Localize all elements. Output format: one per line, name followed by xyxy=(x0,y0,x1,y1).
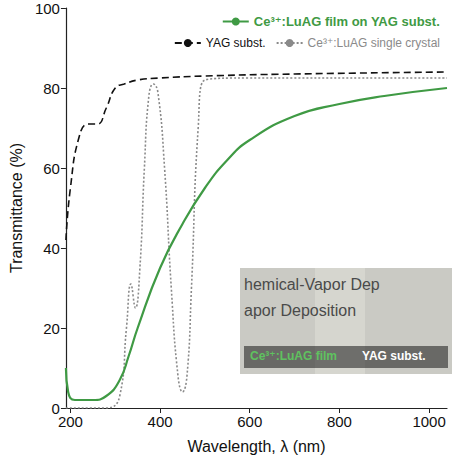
svg-text:Transmittance (%): Transmittance (%) xyxy=(8,143,25,273)
svg-text:600: 600 xyxy=(237,413,262,430)
svg-text:200: 200 xyxy=(58,413,83,430)
svg-text:400: 400 xyxy=(148,413,173,430)
svg-text:800: 800 xyxy=(327,413,352,430)
svg-text:1000: 1000 xyxy=(412,413,445,430)
svg-text:YAG subst.: YAG subst. xyxy=(206,36,266,50)
svg-text:40: 40 xyxy=(43,240,60,257)
svg-text:80: 80 xyxy=(43,80,60,97)
svg-text:hemical-Vapor Dep: hemical-Vapor Dep xyxy=(244,276,380,293)
svg-text:0: 0 xyxy=(51,399,60,417)
svg-text:Ce³⁺:LuAG film on YAG subst.: Ce³⁺:LuAG film on YAG subst. xyxy=(254,14,440,29)
svg-text:Wavelength, λ (nm): Wavelength, λ (nm) xyxy=(187,438,325,455)
svg-text:20: 20 xyxy=(43,320,60,337)
svg-text:Ce³⁺:LuAG film: Ce³⁺:LuAG film xyxy=(250,349,337,363)
svg-text:60: 60 xyxy=(43,160,60,177)
svg-text:apor Deposition: apor Deposition xyxy=(244,302,356,319)
svg-text:100: 100 xyxy=(35,0,60,17)
svg-text:Ce³⁺:LuAG single crystal: Ce³⁺:LuAG single crystal xyxy=(308,36,440,50)
svg-text:YAG subst.: YAG subst. xyxy=(362,349,426,363)
